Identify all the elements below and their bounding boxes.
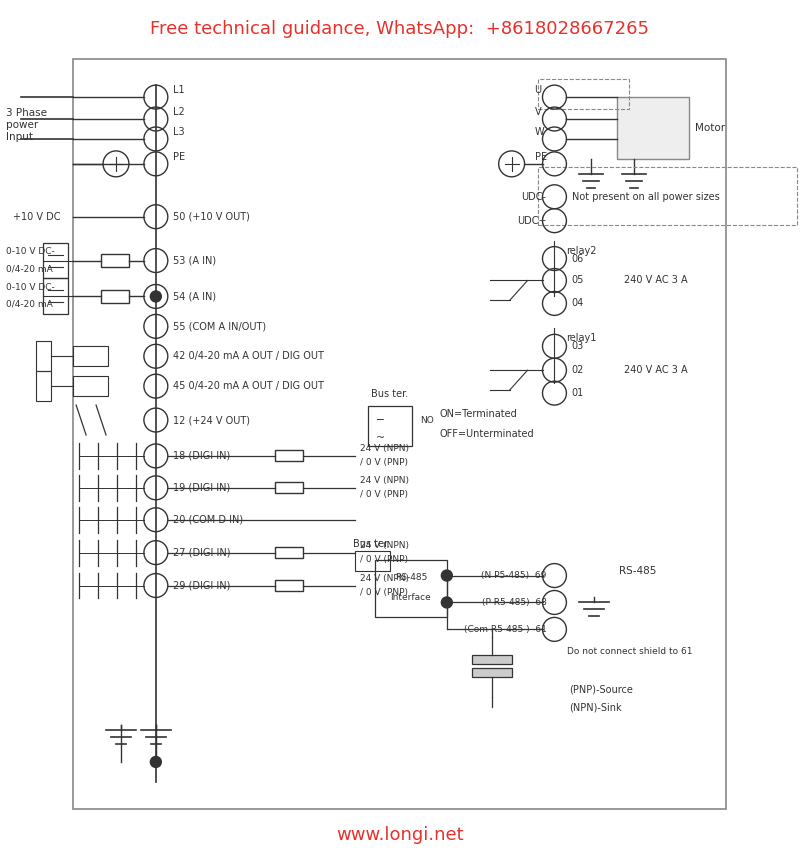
Text: 0-10 V DC-: 0-10 V DC- <box>6 247 55 256</box>
Text: UDC+: UDC+ <box>517 215 546 226</box>
Text: / 0 V (PNP): / 0 V (PNP) <box>360 458 408 467</box>
Bar <box>275 483 303 493</box>
Bar <box>275 547 303 558</box>
Circle shape <box>442 570 452 581</box>
Text: Motor: Motor <box>695 123 725 133</box>
Text: 24 V (NPN): 24 V (NPN) <box>360 541 409 550</box>
Text: (PNP)-Source: (PNP)-Source <box>570 684 634 694</box>
Text: 3 Phase: 3 Phase <box>6 108 47 118</box>
Text: 55 (COM A IN/OUT): 55 (COM A IN/OUT) <box>173 321 266 332</box>
Bar <box>73 346 108 366</box>
Text: L2: L2 <box>173 107 185 117</box>
Text: U: U <box>534 85 542 95</box>
Bar <box>472 668 512 677</box>
Text: 06: 06 <box>571 253 584 264</box>
Text: L1: L1 <box>173 85 185 95</box>
Text: power: power <box>6 120 38 130</box>
Text: W: W <box>534 127 544 137</box>
Text: NO: NO <box>420 416 434 424</box>
Bar <box>472 655 512 664</box>
Text: (NPN)-Sink: (NPN)-Sink <box>570 702 622 712</box>
Text: RS-485: RS-485 <box>394 573 427 582</box>
Text: 20 (COM D IN): 20 (COM D IN) <box>173 515 243 525</box>
Text: (N P5-485)  69: (N P5-485) 69 <box>481 571 546 580</box>
Text: 29 (DIGI IN): 29 (DIGI IN) <box>173 581 230 590</box>
Text: UDC-: UDC- <box>522 192 546 201</box>
Bar <box>618 97 689 159</box>
Text: Input: Input <box>6 132 34 142</box>
Text: / 0 V (PNP): / 0 V (PNP) <box>360 490 408 499</box>
Text: 54 (A IN): 54 (A IN) <box>173 292 216 301</box>
Text: PE: PE <box>173 152 185 162</box>
Bar <box>73 376 108 396</box>
Text: 01: 01 <box>571 388 584 398</box>
Text: 45 0/4-20 mA A OUT / DIG OUT: 45 0/4-20 mA A OUT / DIG OUT <box>173 381 324 391</box>
Bar <box>538 167 797 225</box>
Text: L3: L3 <box>173 127 185 137</box>
Circle shape <box>442 597 452 608</box>
Text: / 0 V (PNP): / 0 V (PNP) <box>360 556 408 564</box>
Text: +10 V DC: +10 V DC <box>14 212 61 221</box>
Bar <box>43 279 68 314</box>
Text: 12 (+24 V OUT): 12 (+24 V OUT) <box>173 415 250 425</box>
Text: ─: ─ <box>376 414 383 424</box>
Bar <box>375 560 447 617</box>
Text: 02: 02 <box>571 365 584 375</box>
Text: 50 (+10 V OUT): 50 (+10 V OUT) <box>173 212 250 221</box>
Bar <box>43 243 68 279</box>
Text: PE: PE <box>534 152 546 162</box>
Text: 18 (DIGI IN): 18 (DIGI IN) <box>173 451 230 461</box>
Bar <box>73 59 726 809</box>
Text: 0-10 V DC-: 0-10 V DC- <box>6 283 55 292</box>
Text: relay1: relay1 <box>566 333 597 344</box>
Bar <box>355 550 390 570</box>
Bar <box>368 406 412 446</box>
Circle shape <box>150 291 162 302</box>
Text: Free technical guidance, WhatsApp:  +8618028667265: Free technical guidance, WhatsApp: +8618… <box>150 20 650 38</box>
Bar <box>275 450 303 462</box>
Text: 24 V (NPN): 24 V (NPN) <box>360 444 409 453</box>
Bar <box>101 254 129 267</box>
Text: / 0 V (PNP): / 0 V (PNP) <box>360 588 408 597</box>
Text: RS-485: RS-485 <box>619 566 657 575</box>
Text: relay2: relay2 <box>566 246 597 255</box>
Bar <box>101 290 129 303</box>
Circle shape <box>150 757 162 767</box>
Text: 53 (A IN): 53 (A IN) <box>173 255 216 266</box>
Bar <box>36 341 51 372</box>
Text: 05: 05 <box>571 275 584 286</box>
Text: ~: ~ <box>376 433 386 443</box>
Text: Bus ter.: Bus ter. <box>354 539 390 549</box>
Text: OFF=Unterminated: OFF=Unterminated <box>440 429 534 439</box>
Text: 27 (DIGI IN): 27 (DIGI IN) <box>173 548 230 557</box>
Text: 24 V (NPN): 24 V (NPN) <box>360 477 409 485</box>
Text: V: V <box>534 107 541 117</box>
Text: 0/4-20 mA: 0/4-20 mA <box>6 300 53 309</box>
Text: Not present on all power sizes: Not present on all power sizes <box>572 192 720 201</box>
Text: 24 V (NPN): 24 V (NPN) <box>360 574 409 583</box>
Text: Do not connect shield to 61: Do not connect shield to 61 <box>567 647 693 656</box>
Text: (Com R5-485 )  61: (Com R5-485 ) 61 <box>464 625 546 634</box>
Bar <box>275 580 303 591</box>
Text: (P R5-485)  68: (P R5-485) 68 <box>482 598 546 607</box>
Text: 42 0/4-20 mA A OUT / DIG OUT: 42 0/4-20 mA A OUT / DIG OUT <box>173 352 324 361</box>
Text: 19 (DIGI IN): 19 (DIGI IN) <box>173 483 230 493</box>
Text: 0/4-20 mA: 0/4-20 mA <box>6 264 53 273</box>
Text: 240 V AC 3 A: 240 V AC 3 A <box>624 365 688 375</box>
Bar <box>36 372 51 401</box>
Text: 240 V AC 3 A: 240 V AC 3 A <box>624 275 688 286</box>
Text: 03: 03 <box>571 341 584 352</box>
Text: Bus ter.: Bus ter. <box>371 389 409 399</box>
Text: ON=Terminated: ON=Terminated <box>440 409 518 419</box>
Text: 04: 04 <box>571 299 584 308</box>
Bar <box>538 79 630 109</box>
Text: www.longi.net: www.longi.net <box>336 825 464 844</box>
Text: Interface: Interface <box>390 593 431 602</box>
